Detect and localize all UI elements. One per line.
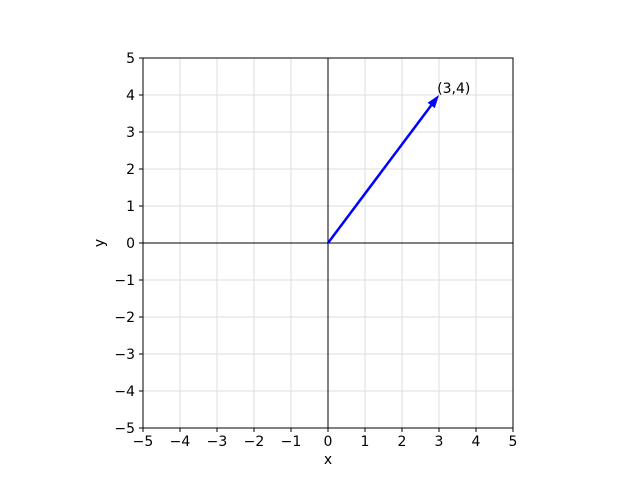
y-tick-label: 1 bbox=[126, 199, 135, 215]
y-tick-label: −2 bbox=[114, 310, 135, 326]
x-tick-label: −4 bbox=[170, 434, 191, 450]
x-tick-label: 1 bbox=[361, 434, 370, 450]
x-tick-label: 0 bbox=[324, 434, 333, 450]
y-axis-ticks bbox=[139, 57, 143, 429]
x-tick-label: −5 bbox=[133, 434, 154, 450]
y-tick-label: 4 bbox=[126, 88, 135, 104]
y-axis-label: y bbox=[92, 239, 108, 247]
y-tick-label: 0 bbox=[126, 236, 135, 252]
x-axis-label: x bbox=[324, 452, 332, 468]
y-tick-label: −3 bbox=[114, 347, 135, 363]
annotations: (3,4) bbox=[437, 81, 470, 97]
y-tick-label: 5 bbox=[126, 51, 135, 67]
y-tick-label: 3 bbox=[126, 125, 135, 141]
y-tick-label: −5 bbox=[114, 421, 135, 437]
y-tick-label: −1 bbox=[114, 273, 135, 289]
annotation-label: (3,4) bbox=[437, 81, 470, 97]
x-axis-ticks bbox=[142, 428, 514, 432]
x-tick-label: 2 bbox=[398, 434, 407, 450]
x-tick-label: −2 bbox=[244, 434, 265, 450]
y-tick-label: −4 bbox=[114, 384, 135, 400]
x-tick-label: 5 bbox=[509, 434, 518, 450]
y-axis-tick-labels: −5 −4 −3 −2 −1 0 1 2 3 4 5 bbox=[114, 51, 135, 437]
x-axis-tick-labels: −5 −4 −3 −2 −1 0 1 2 3 4 5 bbox=[133, 434, 518, 450]
y-tick-label: 2 bbox=[126, 162, 135, 178]
x-tick-label: −1 bbox=[281, 434, 302, 450]
x-tick-label: 3 bbox=[435, 434, 444, 450]
vector-arrow bbox=[326, 95, 439, 244]
x-tick-label: −3 bbox=[207, 434, 228, 450]
x-tick-label: 4 bbox=[472, 434, 481, 450]
